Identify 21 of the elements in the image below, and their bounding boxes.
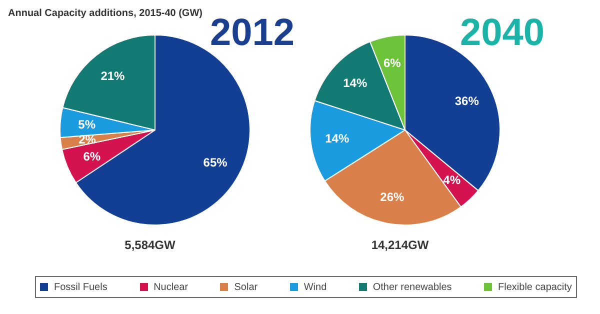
legend-label: Fossil Fuels	[53, 282, 108, 292]
data-label: 65%	[203, 155, 228, 170]
data-label: 5%	[78, 118, 96, 132]
legend-label: Flexible capacity	[497, 282, 572, 292]
legend-label: Nuclear	[152, 282, 188, 292]
data-label: 4%	[443, 172, 461, 187]
data-label: 6%	[83, 149, 101, 164]
legend-label: Other renewables	[372, 282, 452, 292]
legend-label: Solar	[233, 282, 258, 292]
legend-label: Wind	[302, 282, 327, 292]
chart-title: 2012	[210, 12, 295, 55]
data-label: 14%	[325, 132, 350, 146]
text: Annual Capacity additions, 2015-40 (GW)	[8, 8, 202, 19]
data-label: 36%	[454, 94, 480, 108]
data-label: 6%	[384, 56, 402, 70]
data-label: 26%	[380, 190, 405, 204]
data-label: 14%	[343, 76, 368, 90]
data-label: 21%	[100, 69, 126, 84]
text: 5,584GW	[124, 238, 176, 252]
text: 14,214GW	[370, 238, 430, 252]
chart-title: 2040	[460, 12, 545, 55]
